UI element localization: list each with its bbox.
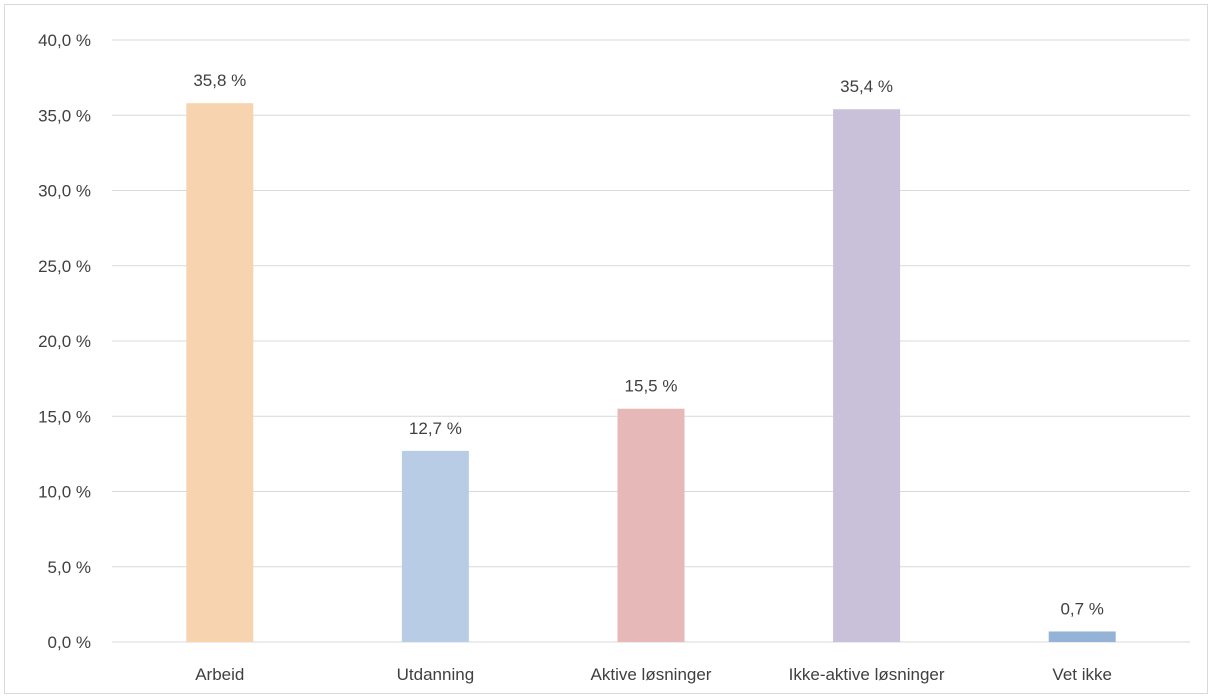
x-tick-label: Ikke-aktive løsninger <box>789 665 945 684</box>
bar <box>186 103 254 642</box>
x-tick-label: Utdanning <box>397 665 475 684</box>
data-label: 0,7 % <box>1060 599 1103 618</box>
bar <box>617 408 685 642</box>
y-tick-label: 40,0 % <box>38 31 91 50</box>
x-tick-label: Arbeid <box>195 665 244 684</box>
y-tick-label: 10,0 % <box>38 483 91 502</box>
y-tick-label: 0,0 % <box>48 633 91 652</box>
data-labels: 35,8 % 12,7 % 15,5 % 35,4 % 0,7 % <box>193 71 1104 618</box>
gridlines <box>112 39 1190 643</box>
bar <box>833 109 901 643</box>
data-label: 12,7 % <box>409 419 462 438</box>
y-tick-label: 30,0 % <box>38 182 91 201</box>
bars <box>186 103 1116 643</box>
y-tick-label: 20,0 % <box>38 332 91 351</box>
y-tick-label: 15,0 % <box>38 407 91 426</box>
bar <box>401 450 469 642</box>
y-tick-label: 25,0 % <box>38 257 91 276</box>
data-label: 15,5 % <box>625 377 678 396</box>
x-axis-tick-labels: Arbeid Utdanning Aktive løsninger Ikke-akti… <box>195 665 1112 684</box>
y-tick-label: 5,0 % <box>48 558 91 577</box>
y-tick-label: 35,0 % <box>38 106 91 125</box>
data-label: 35,4 % <box>840 77 893 96</box>
data-label: 35,8 % <box>193 71 246 90</box>
bar <box>1048 631 1116 642</box>
x-tick-label: Aktive løsninger <box>591 665 712 684</box>
x-tick-label: Vet ikke <box>1052 665 1112 684</box>
y-axis-tick-labels: 0,0 % 5,0 % 10,0 % 15,0 % 20,0 % 25,0 % 30,0 %… <box>38 31 91 652</box>
